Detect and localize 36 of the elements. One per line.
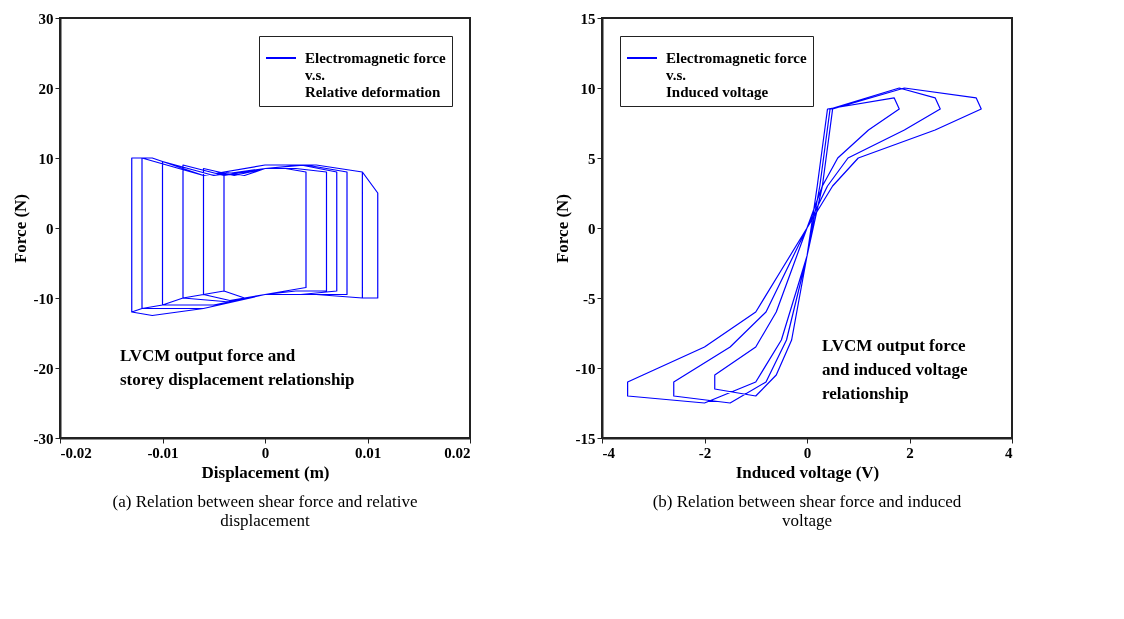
annotation: LVCM output force and induced voltage relationship [822, 336, 968, 403]
y-tick-label: -15 [575, 430, 596, 447]
text: (b) Relation between shear force and induced voltage [652, 492, 962, 530]
annotation: LVCM output force and storey displacement relationship [120, 346, 355, 389]
x-tick-label: -0.02 [60, 444, 92, 461]
y-tick-label: 10 [580, 80, 596, 97]
legend-label: Electromagnetic force v.s. Induced voltage [666, 50, 807, 100]
x-tick-label: -0.01 [147, 444, 179, 461]
y-tick-label: -10 [575, 360, 596, 377]
x-tick-label: 0.02 [444, 444, 471, 461]
y-tick-label: 10 [38, 150, 54, 167]
y-tick-label: 0 [588, 220, 596, 237]
text: (a) Relation between shear force and relative displacement [112, 492, 418, 530]
x-tick-label: 4 [1005, 444, 1013, 461]
x-tick-label: 0 [803, 444, 812, 461]
line-series [627, 87, 982, 404]
y-tick-label: -5 [583, 290, 596, 307]
y-tick-label: 15 [580, 10, 596, 27]
y-tick-label: -10 [33, 290, 54, 307]
x-tick-label: -2 [698, 444, 712, 461]
x-tick-label: -4 [602, 444, 616, 461]
x-tick-label: 0 [261, 444, 270, 461]
y-axis-title: Force (N) [552, 193, 572, 264]
y-axis-title: Force (N) [10, 193, 30, 264]
y-tick-label: 20 [38, 80, 54, 97]
x-tick-label: 0.01 [354, 444, 382, 461]
line-series [131, 157, 379, 317]
x-axis-title: Displacement (m) [201, 462, 330, 482]
y-tick-label: -30 [33, 430, 54, 447]
legend-label: Electromagnetic force v.s. Relative deformation [305, 50, 446, 100]
y-tick-label: 30 [38, 10, 54, 27]
y-tick-label: 0 [46, 220, 54, 237]
x-tick-label: 2 [906, 444, 914, 461]
y-tick-label: -20 [33, 360, 54, 377]
x-axis-title: Induced voltage (V) [735, 462, 880, 482]
y-tick-label: 5 [588, 150, 596, 167]
